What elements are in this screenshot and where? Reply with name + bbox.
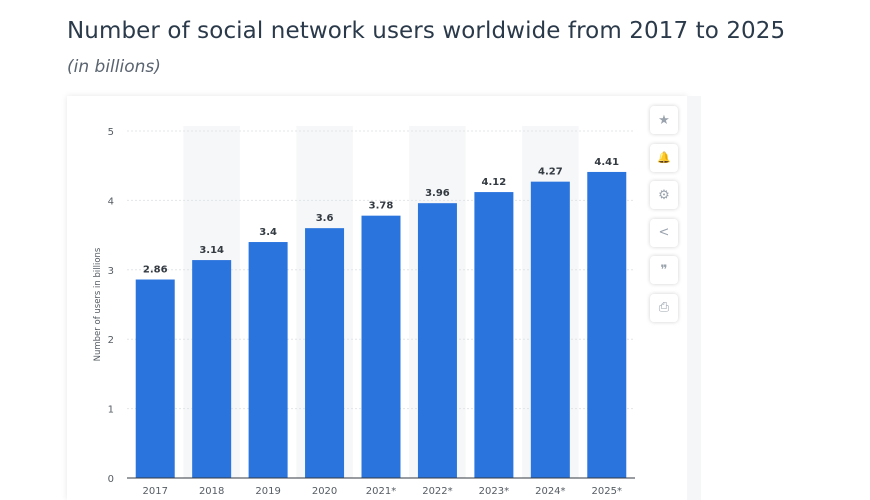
chart-toolbar: ★ 🔔 ⚙ < ❞ ⎙: [650, 106, 678, 331]
share-icon: <: [658, 225, 670, 240]
x-tick-label: 2017: [142, 486, 167, 497]
print-button[interactable]: ⎙: [650, 293, 678, 322]
share-button[interactable]: <: [650, 218, 678, 247]
x-tick-label: 2024*: [535, 486, 565, 497]
data-label: 3.4: [259, 227, 277, 238]
gear-icon: ⚙: [658, 187, 670, 203]
data-label: 3.14: [199, 245, 224, 256]
x-tick-label: 2023*: [479, 486, 509, 497]
y-tick-label: 0: [108, 474, 114, 485]
data-label: 4.27: [538, 167, 563, 178]
y-axis-label: Number of users in billions: [93, 247, 103, 361]
star-icon: ★: [658, 112, 670, 128]
data-label: 4.12: [482, 177, 507, 188]
bar-chart: 0 1 2 3 4 5 Number of users in billions 2.86 201…: [93, 126, 635, 497]
y-tick-label: 4: [108, 196, 114, 207]
alert-button[interactable]: 🔔: [650, 143, 678, 172]
y-tick-label: 2: [108, 335, 114, 346]
data-label: 3.96: [425, 188, 450, 199]
y-tick-label: 1: [108, 405, 114, 416]
quote-icon: ❞: [660, 262, 668, 278]
data-label: 3.6: [316, 213, 334, 224]
page-title: Number of social network users worldwide…: [67, 18, 786, 44]
sidebar-edge: [687, 96, 701, 500]
page-subtitle: (in billions): [67, 57, 161, 77]
bar-2018: [192, 260, 232, 478]
printer-icon: ⎙: [658, 300, 670, 315]
bar-2025*: [587, 171, 627, 479]
x-tick-label: 2019: [255, 486, 280, 497]
favorite-button[interactable]: ★: [650, 106, 678, 134]
data-label: 4.41: [594, 157, 619, 168]
bar-2021*: [361, 215, 401, 478]
bar-2022*: [417, 203, 457, 478]
data-label: 2.86: [143, 265, 168, 276]
y-tick-label: 3: [108, 266, 114, 277]
bar-2023*: [474, 192, 514, 478]
x-tick-label: 2018: [199, 486, 224, 497]
x-tick-label: 2025*: [592, 486, 622, 497]
bar-2019: [248, 242, 288, 478]
bar-2017: [135, 279, 175, 478]
x-tick-label: 2021*: [366, 486, 396, 497]
bell-icon: 🔔: [657, 151, 671, 164]
settings-button[interactable]: ⚙: [650, 181, 678, 209]
x-tick-label: 2022*: [422, 486, 452, 497]
data-label: 3.78: [369, 201, 394, 212]
cite-button[interactable]: ❞: [650, 256, 678, 284]
y-tick-label: 5: [108, 127, 114, 138]
bar-2020: [305, 228, 345, 478]
x-tick-label: 2020: [312, 486, 337, 497]
bar-2024*: [530, 181, 570, 479]
